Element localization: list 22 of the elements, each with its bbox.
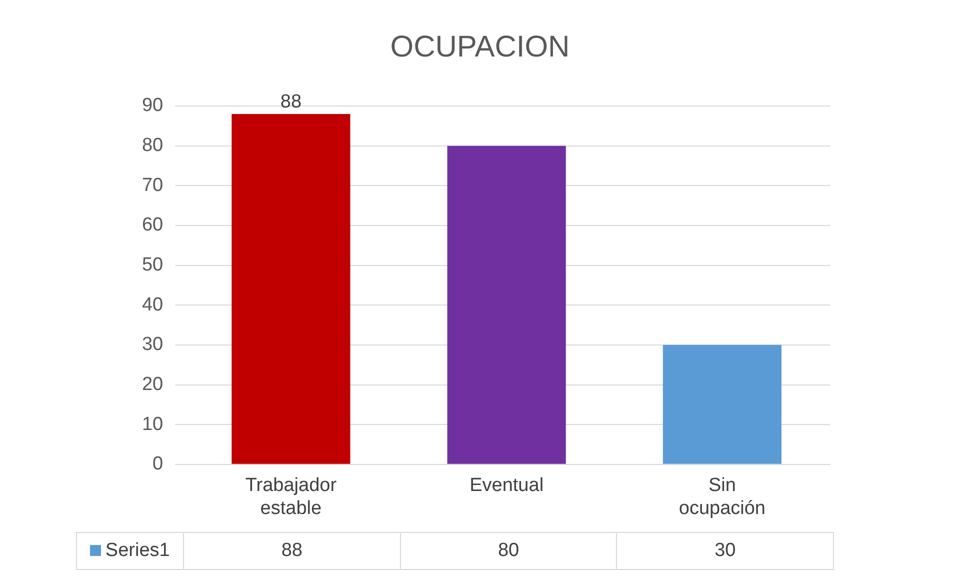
y-tick-label: 70 bbox=[142, 174, 164, 196]
annotation: 88 bbox=[280, 92, 302, 113]
y-tick-label: 0 bbox=[152, 454, 164, 475]
y-tick-label: 90 bbox=[142, 95, 164, 116]
x-tick-label: Eventual bbox=[470, 475, 544, 496]
y-tick-label: 80 bbox=[142, 135, 164, 156]
data-label: 80 bbox=[400, 532, 617, 570]
chart-title: OCUPACION bbox=[390, 30, 570, 64]
y-tick-label: 50 bbox=[142, 254, 164, 276]
y-tick-label: 10 bbox=[142, 414, 164, 435]
data-label: 88 bbox=[184, 532, 400, 570]
legend-label: Series1 bbox=[76, 532, 184, 570]
y-tick-label: 30 bbox=[142, 334, 164, 356]
y-tick-label: 60 bbox=[142, 214, 164, 236]
y-tick-label: 40 bbox=[142, 294, 164, 316]
y-tick-label: 20 bbox=[142, 374, 164, 395]
bar bbox=[232, 114, 350, 464]
data-label: 30 bbox=[616, 532, 834, 570]
x-tick-label: Trabajador estable bbox=[245, 475, 338, 519]
x-tick-label: Sin ocupación bbox=[678, 475, 766, 519]
bar bbox=[447, 146, 566, 464]
bar bbox=[662, 344, 782, 464]
